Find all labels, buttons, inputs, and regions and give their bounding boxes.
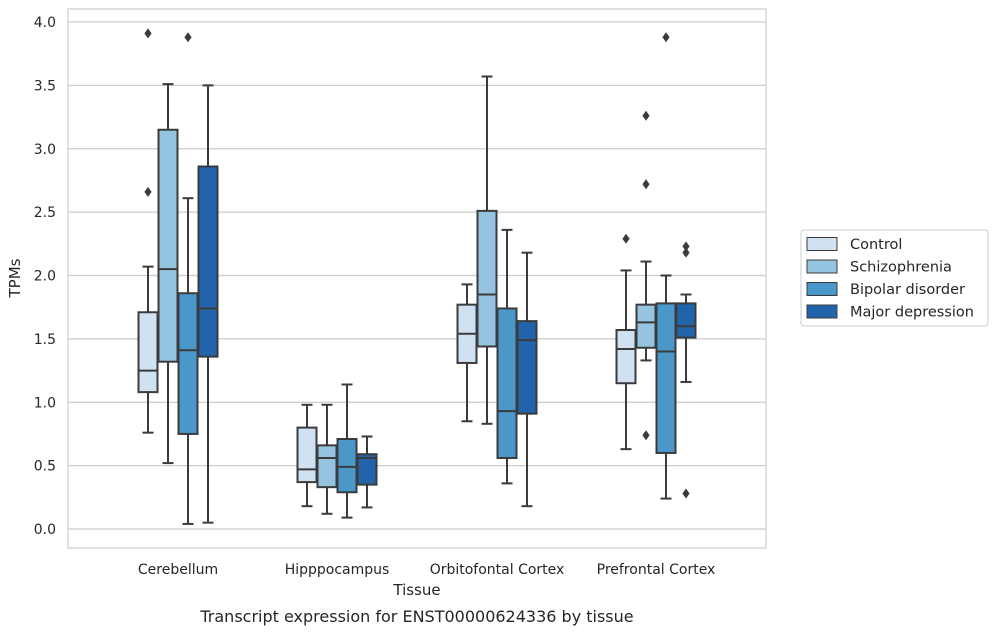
outlier-point: [642, 430, 650, 441]
box-bipolar-disorder: [655, 32, 677, 500]
outlier-point: [144, 186, 152, 197]
outlier-point: [622, 233, 630, 244]
iqr-box: [516, 320, 538, 415]
y-tick-label: 1.0: [34, 395, 56, 411]
legend-swatch: [806, 282, 838, 296]
legend-swatch: [806, 237, 838, 251]
box-major-depression: [356, 435, 378, 509]
x-tick-label: Prefrontal Cortex: [597, 562, 716, 578]
box-major-depression: [675, 241, 697, 499]
iqr-box: [496, 307, 518, 460]
box-control: [615, 233, 637, 451]
iqr-box: [177, 292, 199, 435]
y-tick-label: 3.5: [34, 78, 56, 94]
box-control: [137, 28, 159, 434]
y-tick-label: 0.0: [34, 522, 56, 538]
box-major-depression: [516, 251, 538, 508]
legend-label: Major depression: [850, 305, 974, 321]
plot-frame: [67, 8, 767, 549]
iqr-box: [316, 444, 338, 489]
outlier-point: [662, 32, 670, 43]
legend-label: Bipolar disorder: [850, 282, 965, 298]
box-series: [137, 28, 697, 525]
box-bipolar-disorder: [336, 383, 358, 519]
iqr-box: [615, 329, 637, 385]
y-tick-label: 2.0: [34, 269, 56, 285]
box-control: [456, 283, 478, 423]
outlier-point: [184, 32, 192, 43]
legend-label: Control: [850, 237, 902, 253]
box-bipolar-disorder: [496, 228, 518, 485]
iqr-box: [336, 438, 358, 494]
chart-caption: Transcript expression for ENST0000062433…: [199, 607, 633, 626]
y-axis-ticks: 0.0 0.5 1.0 1.5 2.0 2.5 3.0 3.5 4.0: [34, 15, 56, 538]
iqr-box: [137, 311, 159, 394]
legend-swatch: [806, 259, 838, 274]
iqr-box: [635, 303, 657, 349]
outlier-point: [682, 488, 690, 499]
box-major-depression: [197, 84, 219, 524]
outlier-point: [642, 110, 650, 121]
outlier-point: [144, 28, 152, 39]
legend-frame: [800, 229, 989, 327]
legend-swatch: [806, 304, 838, 319]
y-tick-label: 1.5: [34, 332, 56, 348]
box-schizophrenia: [635, 110, 657, 441]
iqr-box: [675, 302, 697, 339]
outlier-point: [682, 241, 690, 252]
iqr-box: [157, 128, 179, 363]
x-tick-label: Hipppocampus: [285, 562, 390, 578]
y-tick-label: 4.0: [34, 15, 56, 31]
box-bipolar-disorder: [177, 32, 199, 525]
iqr-box: [197, 165, 219, 358]
legend-label: Schizophrenia: [850, 260, 952, 276]
iqr-box: [356, 453, 378, 486]
iqr-box: [655, 302, 677, 454]
x-axis-title: Tissue: [392, 581, 440, 599]
x-tick-label: Orbitofontal Cortex: [430, 562, 565, 578]
x-axis-ticks: Cerebellum Hipppocampus Orbitofontal Corte…: [138, 562, 715, 578]
y-tick-label: 2.5: [34, 205, 56, 221]
x-tick-label: Cerebellum: [138, 562, 218, 578]
iqr-box: [476, 209, 498, 348]
y-tick-label: 0.5: [34, 459, 56, 475]
y-tick-label: 3.0: [34, 142, 56, 158]
y-axis-title: TPMs: [6, 258, 24, 298]
outlier-point: [682, 247, 690, 258]
box-schizophrenia: [316, 403, 338, 515]
outlier-point: [642, 179, 650, 190]
iqr-box: [296, 426, 318, 484]
box-schizophrenia: [476, 75, 498, 425]
box-control: [296, 403, 318, 508]
box-schizophrenia: [157, 83, 179, 465]
legend: Control Schizophrenia Bipolar disorder Majo…: [800, 229, 989, 327]
